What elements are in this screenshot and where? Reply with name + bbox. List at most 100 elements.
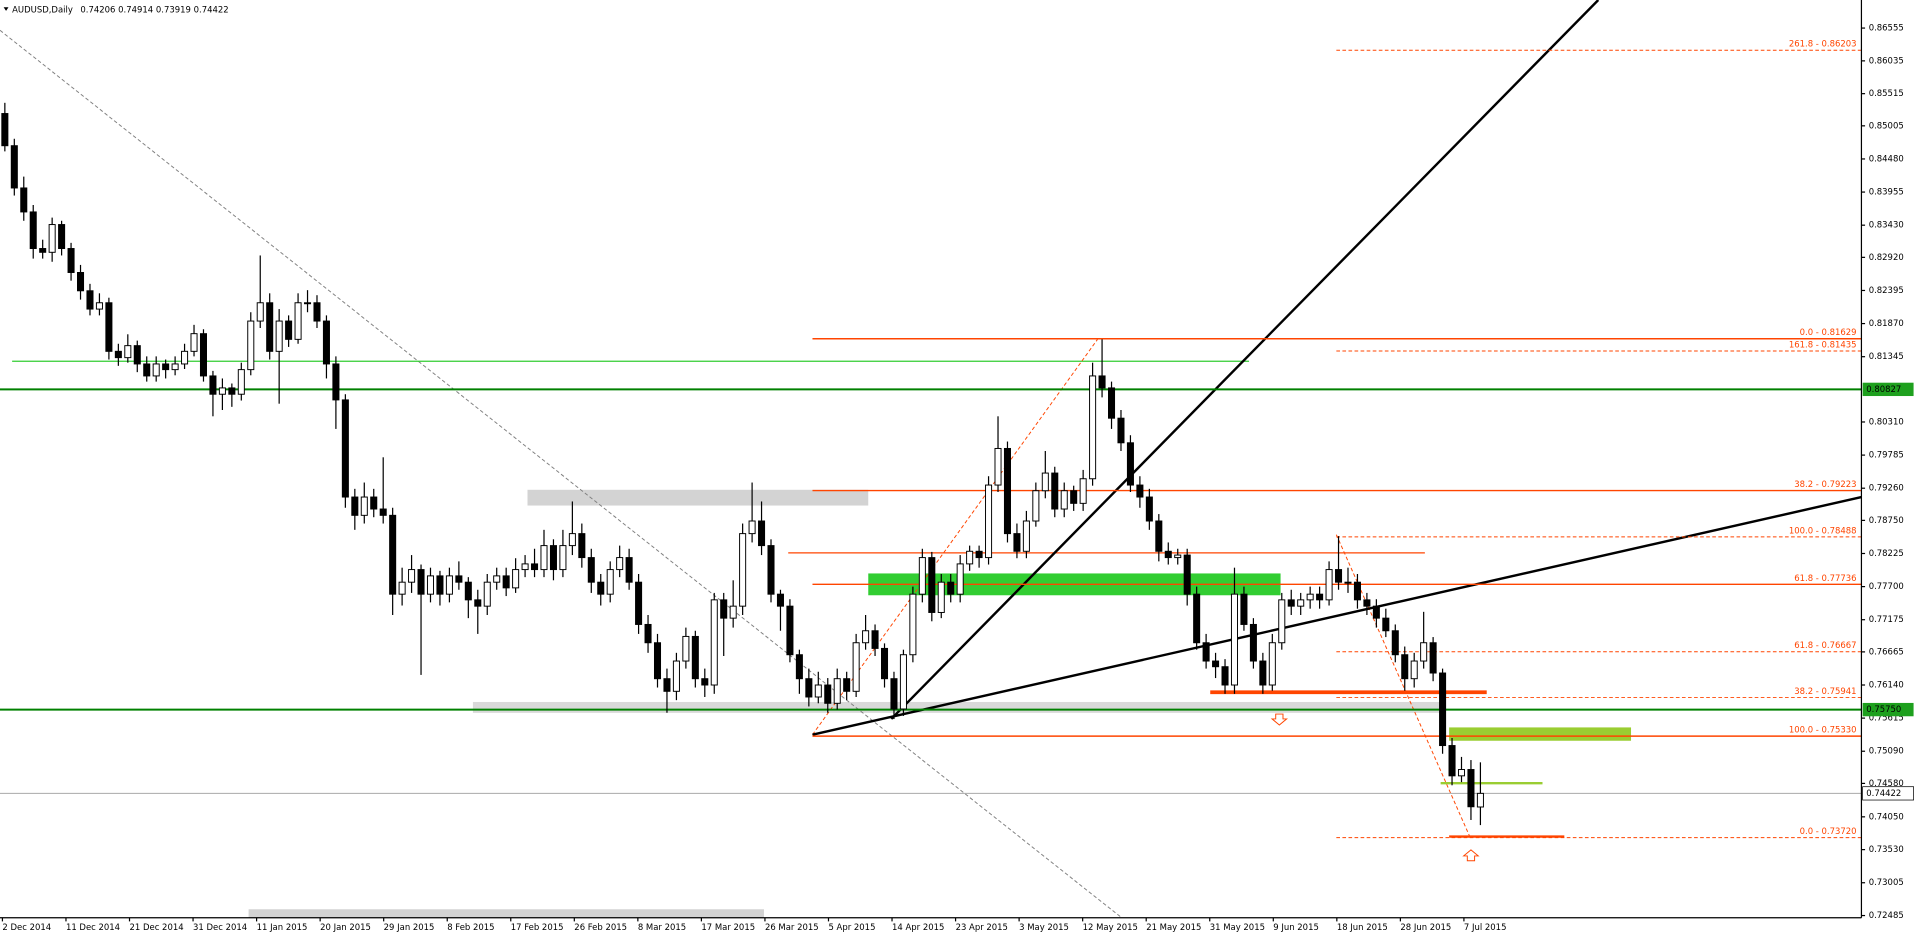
candle-body [672,660,680,692]
candle-body [871,630,879,649]
candle-body [436,575,444,595]
candle-body [1174,554,1182,559]
candle-body [464,581,472,601]
candle-body [918,557,926,595]
fib-label: 61.8 - 0.77736 [1794,573,1856,583]
candle-body [1372,605,1380,619]
y-tick-label: 0.75090 [1869,746,1904,756]
y-tick-label: 0.80310 [1869,416,1904,426]
candle-body [663,678,671,692]
candle-body [502,575,510,589]
candle-body [710,599,718,686]
candle-body [1193,593,1201,644]
candle-body [332,363,340,401]
candle-body [701,678,709,686]
candle-body [1467,769,1475,808]
candle-body [909,593,917,656]
candle-body [512,569,520,589]
candle-body [105,302,113,352]
y-tick-label: 0.77175 [1869,614,1904,624]
candle-body [1259,660,1267,686]
x-tick-label: 3 May 2015 [1019,922,1069,932]
candle-body [691,635,699,680]
candle-body [152,363,160,377]
y-tick-label: 0.75615 [1869,713,1904,723]
zone [527,489,869,506]
candle-body [1448,745,1456,777]
candle-body [408,569,416,583]
x-tick-label: 14 Apr 2015 [892,922,944,932]
y-tick-label: 0.81870 [1869,318,1904,328]
candle-body [209,375,217,395]
candle-body [95,302,103,310]
candle-body [606,569,614,595]
candle-body [256,302,264,322]
candle-body [559,545,567,571]
candle-body [389,514,397,595]
candle-body [1344,581,1352,584]
candle-body [833,678,841,704]
candle-body [549,545,557,571]
candle-body [483,581,491,607]
zone [472,701,1444,713]
fib-label: 0.0 - 0.81629 [1800,327,1857,337]
candle-body [597,581,605,595]
candle-body [1136,484,1144,498]
candle-body [1032,490,1040,522]
candle-body [1212,660,1220,668]
candle-body [720,599,728,619]
fib-label: 0.0 - 0.73720 [1800,826,1857,836]
candle-body [474,599,482,607]
candle-body [947,581,955,595]
candle-body [190,333,198,352]
candle-body [1183,554,1191,595]
y-tick-label: 0.83430 [1869,220,1904,230]
candle-body [1401,654,1409,680]
candle-body [843,678,851,692]
candle-body [824,684,832,704]
candle-body [1457,769,1466,777]
candle-body [814,684,822,698]
candle-body [776,593,784,607]
candle-body [426,575,435,595]
y-tick-label: 0.86035 [1869,55,1904,65]
fib-label: 38.2 - 0.79223 [1794,479,1856,489]
candle-body [578,533,586,559]
x-tick-label: 26 Feb 2015 [574,922,627,932]
candle-body [493,575,501,583]
candle-body [1079,478,1087,504]
candle-body [1249,623,1257,662]
fib-label: 100.0 - 0.75330 [1789,725,1857,735]
candle-body [653,642,662,680]
candle-body [644,623,652,644]
candle-body [247,320,255,371]
fib-label: 38.2 - 0.75941 [1794,686,1856,696]
candle-body [739,533,747,607]
close: 0.74422 [194,4,229,14]
y-tick-label: 0.79785 [1869,450,1904,460]
candle-body [341,399,349,498]
candle-body [162,363,170,371]
level-box [1862,382,1914,397]
candle-body [181,350,189,365]
fib-label: 61.8 - 0.76667 [1794,640,1856,650]
candle-body [1316,593,1324,601]
candle-body [635,581,643,625]
candle-body [1287,599,1295,607]
y-tick-label: 0.86555 [1869,23,1904,33]
candle-body [228,387,236,395]
fib-label: 161.8 - 0.81435 [1789,339,1857,349]
candle-body [805,678,813,698]
candle-body [1,113,9,147]
candle-body [10,145,18,189]
candle-body [1410,660,1418,680]
candle-body [994,447,1002,486]
candle-body [1278,599,1286,644]
candle-body [928,557,936,613]
candle-body [1382,617,1390,632]
candle-body [58,224,66,250]
menu-triangle [3,7,9,11]
candle-body [285,320,293,340]
candle-body [1126,442,1134,486]
